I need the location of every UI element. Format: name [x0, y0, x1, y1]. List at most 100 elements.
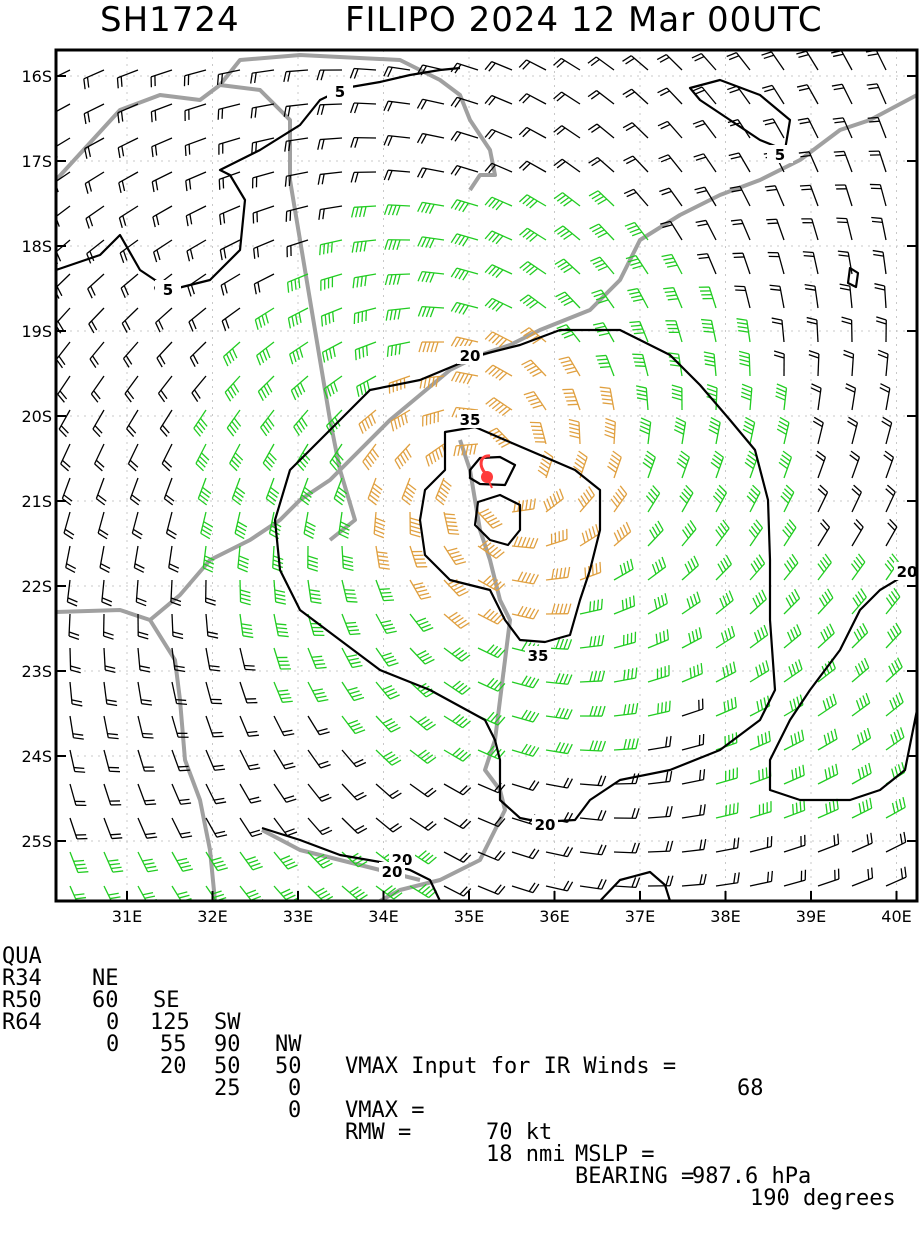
wind-barb	[308, 580, 321, 603]
wind-barb	[852, 798, 872, 818]
wind-barb	[694, 154, 716, 172]
lat-label: 24S	[21, 747, 52, 766]
wind-barb	[220, 240, 240, 260]
wind-barb	[64, 512, 74, 539]
wind-barb	[154, 240, 172, 262]
wind-barb	[395, 444, 411, 469]
wind-barb	[130, 478, 140, 505]
wind-barb	[308, 784, 331, 801]
contour-label: 20	[382, 863, 403, 881]
r34-se: 125	[150, 1012, 190, 1034]
wind-barb	[608, 451, 622, 478]
wind-barb	[444, 681, 470, 694]
wind-barb	[185, 104, 206, 121]
wind-barb	[172, 818, 192, 838]
wind-barb	[240, 750, 260, 770]
wind-barb	[512, 780, 539, 790]
wind-barb	[886, 693, 903, 716]
wind-barb	[588, 57, 614, 70]
wind-barb	[219, 138, 240, 155]
wind-barb	[580, 776, 606, 786]
wind-barb	[801, 219, 818, 240]
contour-35-outer	[420, 427, 600, 642]
wind-barb	[192, 376, 206, 402]
wind-barb	[727, 53, 750, 70]
wind-barb	[796, 51, 818, 70]
wind-barb	[562, 389, 580, 410]
wind-barb	[818, 764, 838, 784]
r50-nw: 0	[288, 1078, 301, 1100]
wind-barb	[818, 694, 836, 716]
wind-barb	[866, 50, 886, 70]
wind-barb	[196, 444, 209, 471]
wind-barb	[308, 886, 333, 901]
wind-barb	[342, 614, 360, 635]
contour-5-small	[848, 268, 858, 287]
lat-label: 16S	[21, 67, 52, 86]
wind-barb	[485, 265, 512, 278]
wind-barb	[138, 852, 158, 872]
wind-barb	[258, 376, 274, 401]
wind-barb	[554, 193, 580, 206]
wind-barb	[87, 240, 104, 263]
wind-barb	[590, 224, 614, 240]
table-header-row: QUA NE SE SW NW VMAX Input for IR Winds …	[0, 924, 53, 946]
wind-barb	[454, 444, 478, 456]
wind-barb	[186, 172, 206, 191]
wind-barb	[648, 701, 670, 716]
wind-barb	[90, 342, 104, 368]
wind-barb	[553, 58, 580, 70]
wind-barb	[646, 485, 659, 512]
wind-barb	[189, 308, 206, 332]
wind-barb	[478, 645, 505, 658]
wind-barb	[636, 386, 648, 410]
lat-label: 23S	[21, 662, 52, 681]
wind-barb	[784, 870, 805, 886]
wind-barb	[376, 818, 402, 832]
wind-barb	[696, 220, 716, 240]
wind-barb	[677, 451, 689, 478]
wind-barb	[485, 96, 512, 106]
wind-barb	[852, 485, 861, 512]
wind-barb	[104, 682, 117, 706]
wind-barb	[251, 70, 274, 83]
wind-barb	[486, 398, 512, 416]
contour-label: 5	[775, 146, 785, 164]
wind-barb	[693, 120, 716, 138]
wind-barb	[614, 738, 638, 750]
bearing-value: 190 degrees	[750, 1188, 896, 1210]
wind-barb	[423, 410, 444, 426]
wind-barb	[662, 255, 682, 274]
wind-barb	[776, 384, 787, 410]
wind-barb	[624, 156, 648, 172]
wind-barb	[614, 559, 633, 580]
wind-barb	[614, 522, 631, 546]
wind-barb	[848, 417, 858, 444]
wind-barb	[426, 444, 446, 466]
wind-barb	[308, 546, 318, 571]
wind-barb	[95, 444, 104, 471]
wind-barb	[886, 658, 902, 682]
wind-barb	[444, 512, 459, 534]
wind-barb	[410, 716, 436, 730]
bearing-label: BEARING =	[575, 1166, 694, 1188]
wind-barb	[713, 485, 726, 512]
wind-barb	[648, 806, 672, 818]
wind-barb	[797, 85, 818, 104]
r34-sw: 90	[214, 1034, 241, 1056]
wind-barb	[384, 136, 410, 146]
wind-barb	[716, 626, 735, 648]
wind-barb	[731, 220, 750, 240]
wind-barb	[623, 56, 648, 70]
wind-barb	[614, 808, 639, 818]
wind-barb	[418, 202, 444, 213]
wind-barb	[749, 520, 762, 546]
wind-barb	[485, 163, 512, 173]
wind-barb	[774, 351, 784, 376]
wind-barb	[342, 648, 362, 667]
wind-barb	[353, 274, 376, 288]
wind-barb	[818, 834, 839, 852]
wind-barb	[643, 451, 655, 478]
vmax-input-value: 68	[737, 1078, 764, 1100]
